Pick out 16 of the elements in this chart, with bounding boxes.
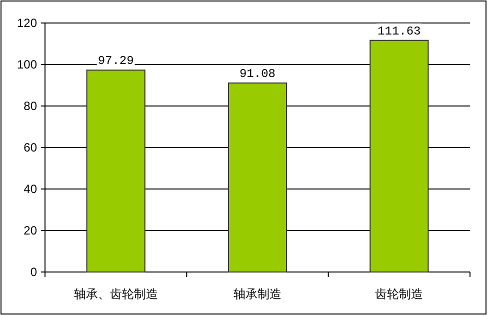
x-tick-label: 轴承制造 — [234, 287, 282, 301]
data-label: 91.08 — [239, 67, 276, 82]
data-label: 97.29 — [98, 54, 134, 68]
y-tick-label: 100 — [16, 58, 38, 72]
bar — [228, 82, 288, 272]
bar — [86, 70, 146, 272]
y-tick-label: 120 — [16, 16, 38, 30]
y-tick-label: 40 — [24, 182, 38, 196]
y-tick-label: 60 — [24, 140, 38, 154]
x-tick-label: 齿轮制造 — [375, 287, 424, 301]
y-tick-label: 0 — [30, 265, 38, 279]
x-tick-label: 轴承、齿轮制造 — [74, 287, 158, 301]
y-tick-label: 80 — [24, 99, 38, 113]
y-tick-label: 20 — [24, 224, 38, 238]
bar — [370, 40, 429, 272]
data-label: 111.63 — [378, 24, 421, 38]
